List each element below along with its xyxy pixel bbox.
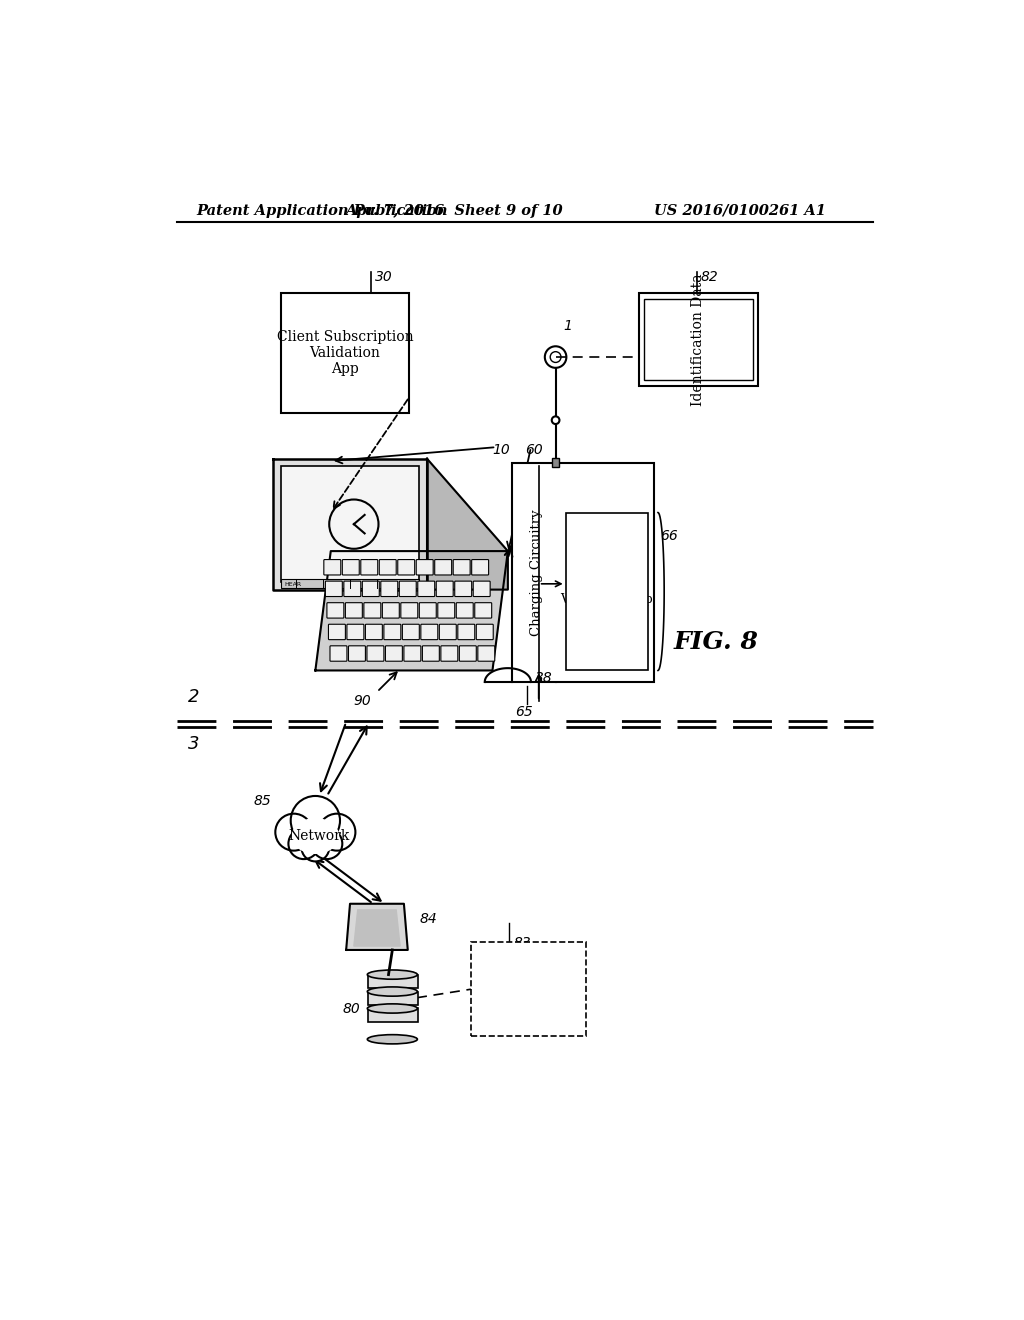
- Text: 90: 90: [354, 693, 372, 708]
- Circle shape: [311, 829, 342, 859]
- Text: 30: 30: [376, 271, 393, 284]
- FancyBboxPatch shape: [381, 581, 397, 597]
- Text: Subscription
Data: Subscription Data: [515, 946, 543, 1032]
- FancyBboxPatch shape: [471, 942, 587, 1036]
- FancyBboxPatch shape: [368, 974, 418, 989]
- FancyBboxPatch shape: [360, 560, 378, 576]
- FancyBboxPatch shape: [362, 581, 379, 597]
- Polygon shape: [273, 459, 427, 590]
- FancyBboxPatch shape: [345, 603, 362, 618]
- Text: HEAR: HEAR: [285, 582, 302, 586]
- Circle shape: [318, 813, 355, 850]
- Circle shape: [289, 829, 319, 859]
- Text: Apr. 7, 2016  Sheet 9 of 10: Apr. 7, 2016 Sheet 9 of 10: [345, 203, 563, 218]
- FancyBboxPatch shape: [439, 624, 457, 640]
- FancyBboxPatch shape: [368, 991, 418, 1006]
- Text: 66: 66: [660, 529, 678, 543]
- Ellipse shape: [292, 818, 339, 853]
- FancyBboxPatch shape: [400, 603, 418, 618]
- FancyBboxPatch shape: [368, 1008, 418, 1022]
- Text: 2: 2: [188, 689, 200, 706]
- Text: US 2016/0100261 A1: US 2016/0100261 A1: [654, 203, 826, 218]
- FancyBboxPatch shape: [416, 560, 433, 576]
- FancyBboxPatch shape: [438, 603, 455, 618]
- Text: 84: 84: [419, 912, 437, 927]
- FancyBboxPatch shape: [366, 624, 382, 640]
- FancyBboxPatch shape: [460, 645, 476, 661]
- FancyBboxPatch shape: [348, 645, 366, 661]
- FancyBboxPatch shape: [478, 645, 495, 661]
- Text: Charging Circuitry: Charging Circuitry: [529, 510, 543, 636]
- FancyBboxPatch shape: [441, 645, 458, 661]
- FancyBboxPatch shape: [324, 560, 341, 576]
- Polygon shape: [354, 909, 400, 946]
- FancyBboxPatch shape: [281, 293, 410, 412]
- Circle shape: [291, 796, 340, 845]
- Text: 10: 10: [493, 444, 510, 457]
- FancyBboxPatch shape: [455, 581, 472, 597]
- FancyBboxPatch shape: [384, 624, 400, 640]
- FancyBboxPatch shape: [422, 645, 439, 661]
- Ellipse shape: [368, 987, 418, 997]
- FancyBboxPatch shape: [347, 624, 364, 640]
- Text: Client Subscription
Validation
App: Client Subscription Validation App: [276, 330, 414, 376]
- Text: 85: 85: [254, 795, 271, 808]
- FancyBboxPatch shape: [639, 293, 758, 385]
- FancyBboxPatch shape: [385, 645, 402, 661]
- Text: Network: Network: [289, 829, 350, 843]
- FancyBboxPatch shape: [379, 560, 396, 576]
- FancyBboxPatch shape: [552, 458, 559, 467]
- FancyBboxPatch shape: [435, 560, 452, 576]
- Ellipse shape: [368, 1035, 418, 1044]
- Text: Subscription
Validation App: Subscription Validation App: [560, 578, 653, 606]
- FancyBboxPatch shape: [476, 624, 494, 640]
- FancyBboxPatch shape: [329, 624, 345, 640]
- Text: FIG. 8: FIG. 8: [674, 630, 758, 653]
- Ellipse shape: [368, 1003, 418, 1014]
- FancyBboxPatch shape: [342, 560, 359, 576]
- FancyBboxPatch shape: [330, 645, 347, 661]
- Text: 65: 65: [515, 705, 534, 719]
- FancyBboxPatch shape: [281, 466, 419, 582]
- Text: 3: 3: [188, 735, 200, 752]
- FancyBboxPatch shape: [344, 581, 360, 597]
- Polygon shape: [427, 459, 508, 590]
- FancyBboxPatch shape: [644, 298, 753, 380]
- FancyBboxPatch shape: [458, 624, 475, 640]
- FancyBboxPatch shape: [472, 560, 488, 576]
- FancyBboxPatch shape: [512, 462, 654, 682]
- FancyBboxPatch shape: [475, 603, 492, 618]
- FancyBboxPatch shape: [382, 603, 399, 618]
- FancyBboxPatch shape: [364, 603, 381, 618]
- Text: Identification Data: Identification Data: [691, 273, 706, 405]
- Ellipse shape: [368, 970, 418, 979]
- Text: 38: 38: [535, 671, 553, 685]
- FancyBboxPatch shape: [402, 624, 419, 640]
- Text: 60: 60: [524, 444, 543, 457]
- Text: 1: 1: [563, 319, 572, 333]
- FancyBboxPatch shape: [457, 603, 473, 618]
- FancyBboxPatch shape: [473, 581, 490, 597]
- Text: 82: 82: [700, 271, 718, 284]
- FancyBboxPatch shape: [403, 645, 421, 661]
- FancyBboxPatch shape: [281, 579, 419, 589]
- FancyBboxPatch shape: [397, 560, 415, 576]
- Circle shape: [301, 834, 330, 862]
- Polygon shape: [346, 904, 408, 950]
- FancyBboxPatch shape: [454, 560, 470, 576]
- FancyBboxPatch shape: [418, 581, 435, 597]
- FancyBboxPatch shape: [326, 581, 342, 597]
- FancyBboxPatch shape: [419, 603, 436, 618]
- FancyBboxPatch shape: [367, 645, 384, 661]
- Text: 83: 83: [513, 936, 531, 950]
- Circle shape: [275, 813, 312, 850]
- Polygon shape: [315, 552, 508, 671]
- FancyBboxPatch shape: [421, 624, 438, 640]
- FancyBboxPatch shape: [565, 512, 648, 671]
- FancyBboxPatch shape: [327, 603, 344, 618]
- Text: Patent Application Publication: Patent Application Publication: [196, 203, 447, 218]
- FancyBboxPatch shape: [399, 581, 416, 597]
- Text: 80: 80: [342, 1002, 360, 1016]
- FancyBboxPatch shape: [436, 581, 454, 597]
